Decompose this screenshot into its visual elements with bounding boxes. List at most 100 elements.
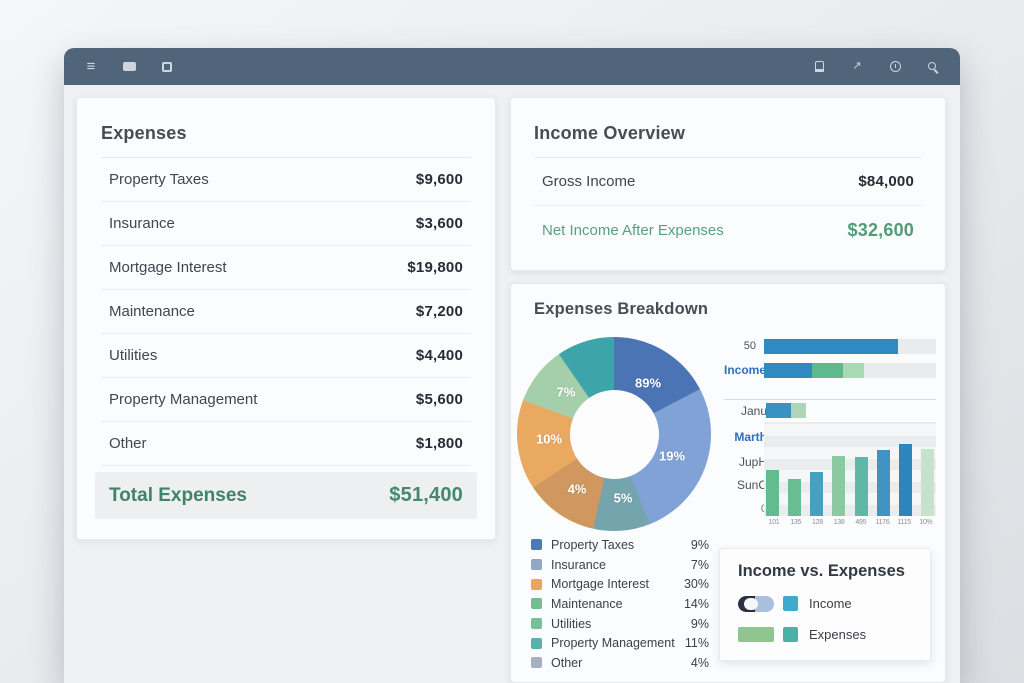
axis-tick-label: 101 (768, 519, 780, 526)
total-expenses-label: Total Expenses (109, 484, 247, 506)
legend-item: Property Management 11% (531, 633, 709, 653)
breakdown-panel-title: Expenses Breakdown (534, 300, 709, 318)
legend-swatch (531, 657, 542, 669)
legend-label: Maintenance (551, 596, 623, 611)
expenses-panel: Expenses Property Taxes $9,600 Insurance… (76, 97, 496, 540)
expense-value: $7,200 (415, 303, 463, 320)
vertical-bar (854, 456, 868, 516)
legend-label: Insurance (551, 557, 606, 572)
comparison-title: Income vs. Expenses (738, 562, 905, 580)
bookmark-icon[interactable] (812, 60, 826, 74)
legend-label: Mortgage Interest (551, 577, 649, 592)
vertical-bar (766, 469, 779, 516)
axis-tick-label: 495 (855, 519, 867, 526)
expense-label: Mortgage Interest (109, 259, 227, 276)
legend-item: Other 4% (531, 653, 709, 673)
donut-legend: Property Taxes 9% Insurance 7% Mortgage … (531, 535, 709, 673)
vertical-bar (898, 443, 912, 516)
maximize-icon[interactable] (160, 60, 174, 74)
hbar-row: Income (724, 362, 936, 378)
vertical-bar (920, 449, 934, 516)
donut-slice-label: 19% (658, 448, 686, 464)
legend-label: Utilities (551, 616, 592, 631)
bar-segment (764, 338, 899, 354)
legend-percent: 14% (683, 596, 709, 611)
hbar-row-label: 50 (743, 340, 756, 352)
expense-row: Mortgage Interest $19,800 (101, 246, 471, 290)
app-window: ≡ ↗ Expenses Property Taxes $9,600 Insur… (64, 48, 960, 683)
divider (101, 157, 471, 158)
legend-label: Property Taxes (551, 537, 635, 552)
donut-slice-label: 4% (567, 481, 587, 497)
window-icon[interactable] (122, 60, 136, 74)
gross-income-label: Gross Income (542, 173, 636, 190)
vbar-row-label: SunC (736, 478, 767, 492)
expense-row: Property Taxes $9,600 (101, 158, 471, 202)
expense-row: Other $1,800 (101, 422, 471, 466)
divider (534, 157, 922, 158)
expenses-breakdown-panel: Expenses Breakdown 89% 19% 5% 4% 10% 7% … (510, 283, 946, 683)
expense-label: Insurance (109, 215, 175, 232)
history-icon[interactable] (888, 60, 902, 74)
net-income-label: Net Income After Expenses (542, 221, 724, 239)
comparison-row-income: Income (738, 595, 912, 612)
net-income-row: Net Income After Expenses $32,600 (534, 206, 922, 254)
mini-bar-chart-ticks: 101 135 128 138 495 1176 1115 10% (764, 519, 936, 526)
axis-zero-label: 0 (721, 503, 767, 515)
legend-item: Utilities 9% (531, 614, 709, 634)
expense-label: Maintenance (109, 303, 195, 320)
share-icon[interactable]: ↗ (852, 60, 862, 72)
divider (724, 399, 936, 400)
legend-item: Maintenance 14% (531, 594, 709, 614)
axis-tick-label: 10% (919, 519, 933, 526)
expense-label: Other (109, 435, 147, 452)
legend-percent: 4% (690, 655, 709, 670)
janu-mini-bar (766, 403, 806, 418)
hbar-track (764, 338, 936, 354)
legend-percent: 30% (683, 577, 709, 592)
income-toggle[interactable] (738, 595, 774, 612)
donut-chart: 89% 19% 5% 4% 10% 7% (517, 337, 711, 531)
net-income-value: $32,600 (847, 219, 914, 240)
expense-value: $9,600 (415, 171, 463, 188)
axis-tick-label: 1115 (897, 519, 912, 526)
donut-slice-label: 7% (556, 384, 576, 400)
axis-tick-label: 135 (790, 519, 802, 526)
bar-segment (812, 362, 844, 378)
menu-icon[interactable]: ≡ (86, 58, 96, 75)
donut-slice-label: 89% (634, 375, 662, 391)
expense-value: $1,800 (415, 435, 463, 452)
expenses-bar-block (738, 627, 774, 642)
axis-tick-label: 138 (833, 519, 845, 526)
legend-swatch (531, 539, 542, 551)
bar-segment (766, 403, 791, 418)
legend-swatch (531, 559, 542, 571)
expense-row: Insurance $3,600 (101, 202, 471, 246)
gross-income-row: Gross Income $84,000 (534, 158, 922, 206)
legend-label: Property Management (551, 636, 675, 651)
legend-label: Other (551, 655, 583, 670)
income-panel-title: Income Overview (534, 123, 686, 143)
expense-label: Property Taxes (109, 171, 209, 188)
expense-value: $4,400 (415, 347, 463, 364)
bar-segment (791, 403, 806, 418)
vertical-bar (876, 450, 890, 516)
search-icon[interactable] (926, 60, 940, 74)
legend-swatch (531, 598, 542, 610)
total-expenses-row: Total Expenses $51,400 (95, 472, 477, 519)
expenses-panel-title: Expenses (101, 123, 187, 143)
expense-row: Property Management $5,600 (101, 378, 471, 422)
vertical-bar (832, 455, 846, 516)
mini-bar-chart-bars (764, 422, 936, 516)
expense-row: Maintenance $7,200 (101, 290, 471, 334)
expense-label: Property Management (109, 391, 258, 408)
legend-percent: 9% (690, 616, 709, 631)
gross-income-value: $84,000 (858, 173, 914, 190)
comparison-row-expenses: Expenses (738, 626, 912, 643)
legend-swatch (531, 637, 542, 649)
hbar-row-label: Income (724, 363, 767, 377)
expense-value: $19,800 (407, 259, 463, 276)
total-expenses-value: $51,400 (389, 484, 463, 506)
vertical-bar (810, 471, 824, 516)
